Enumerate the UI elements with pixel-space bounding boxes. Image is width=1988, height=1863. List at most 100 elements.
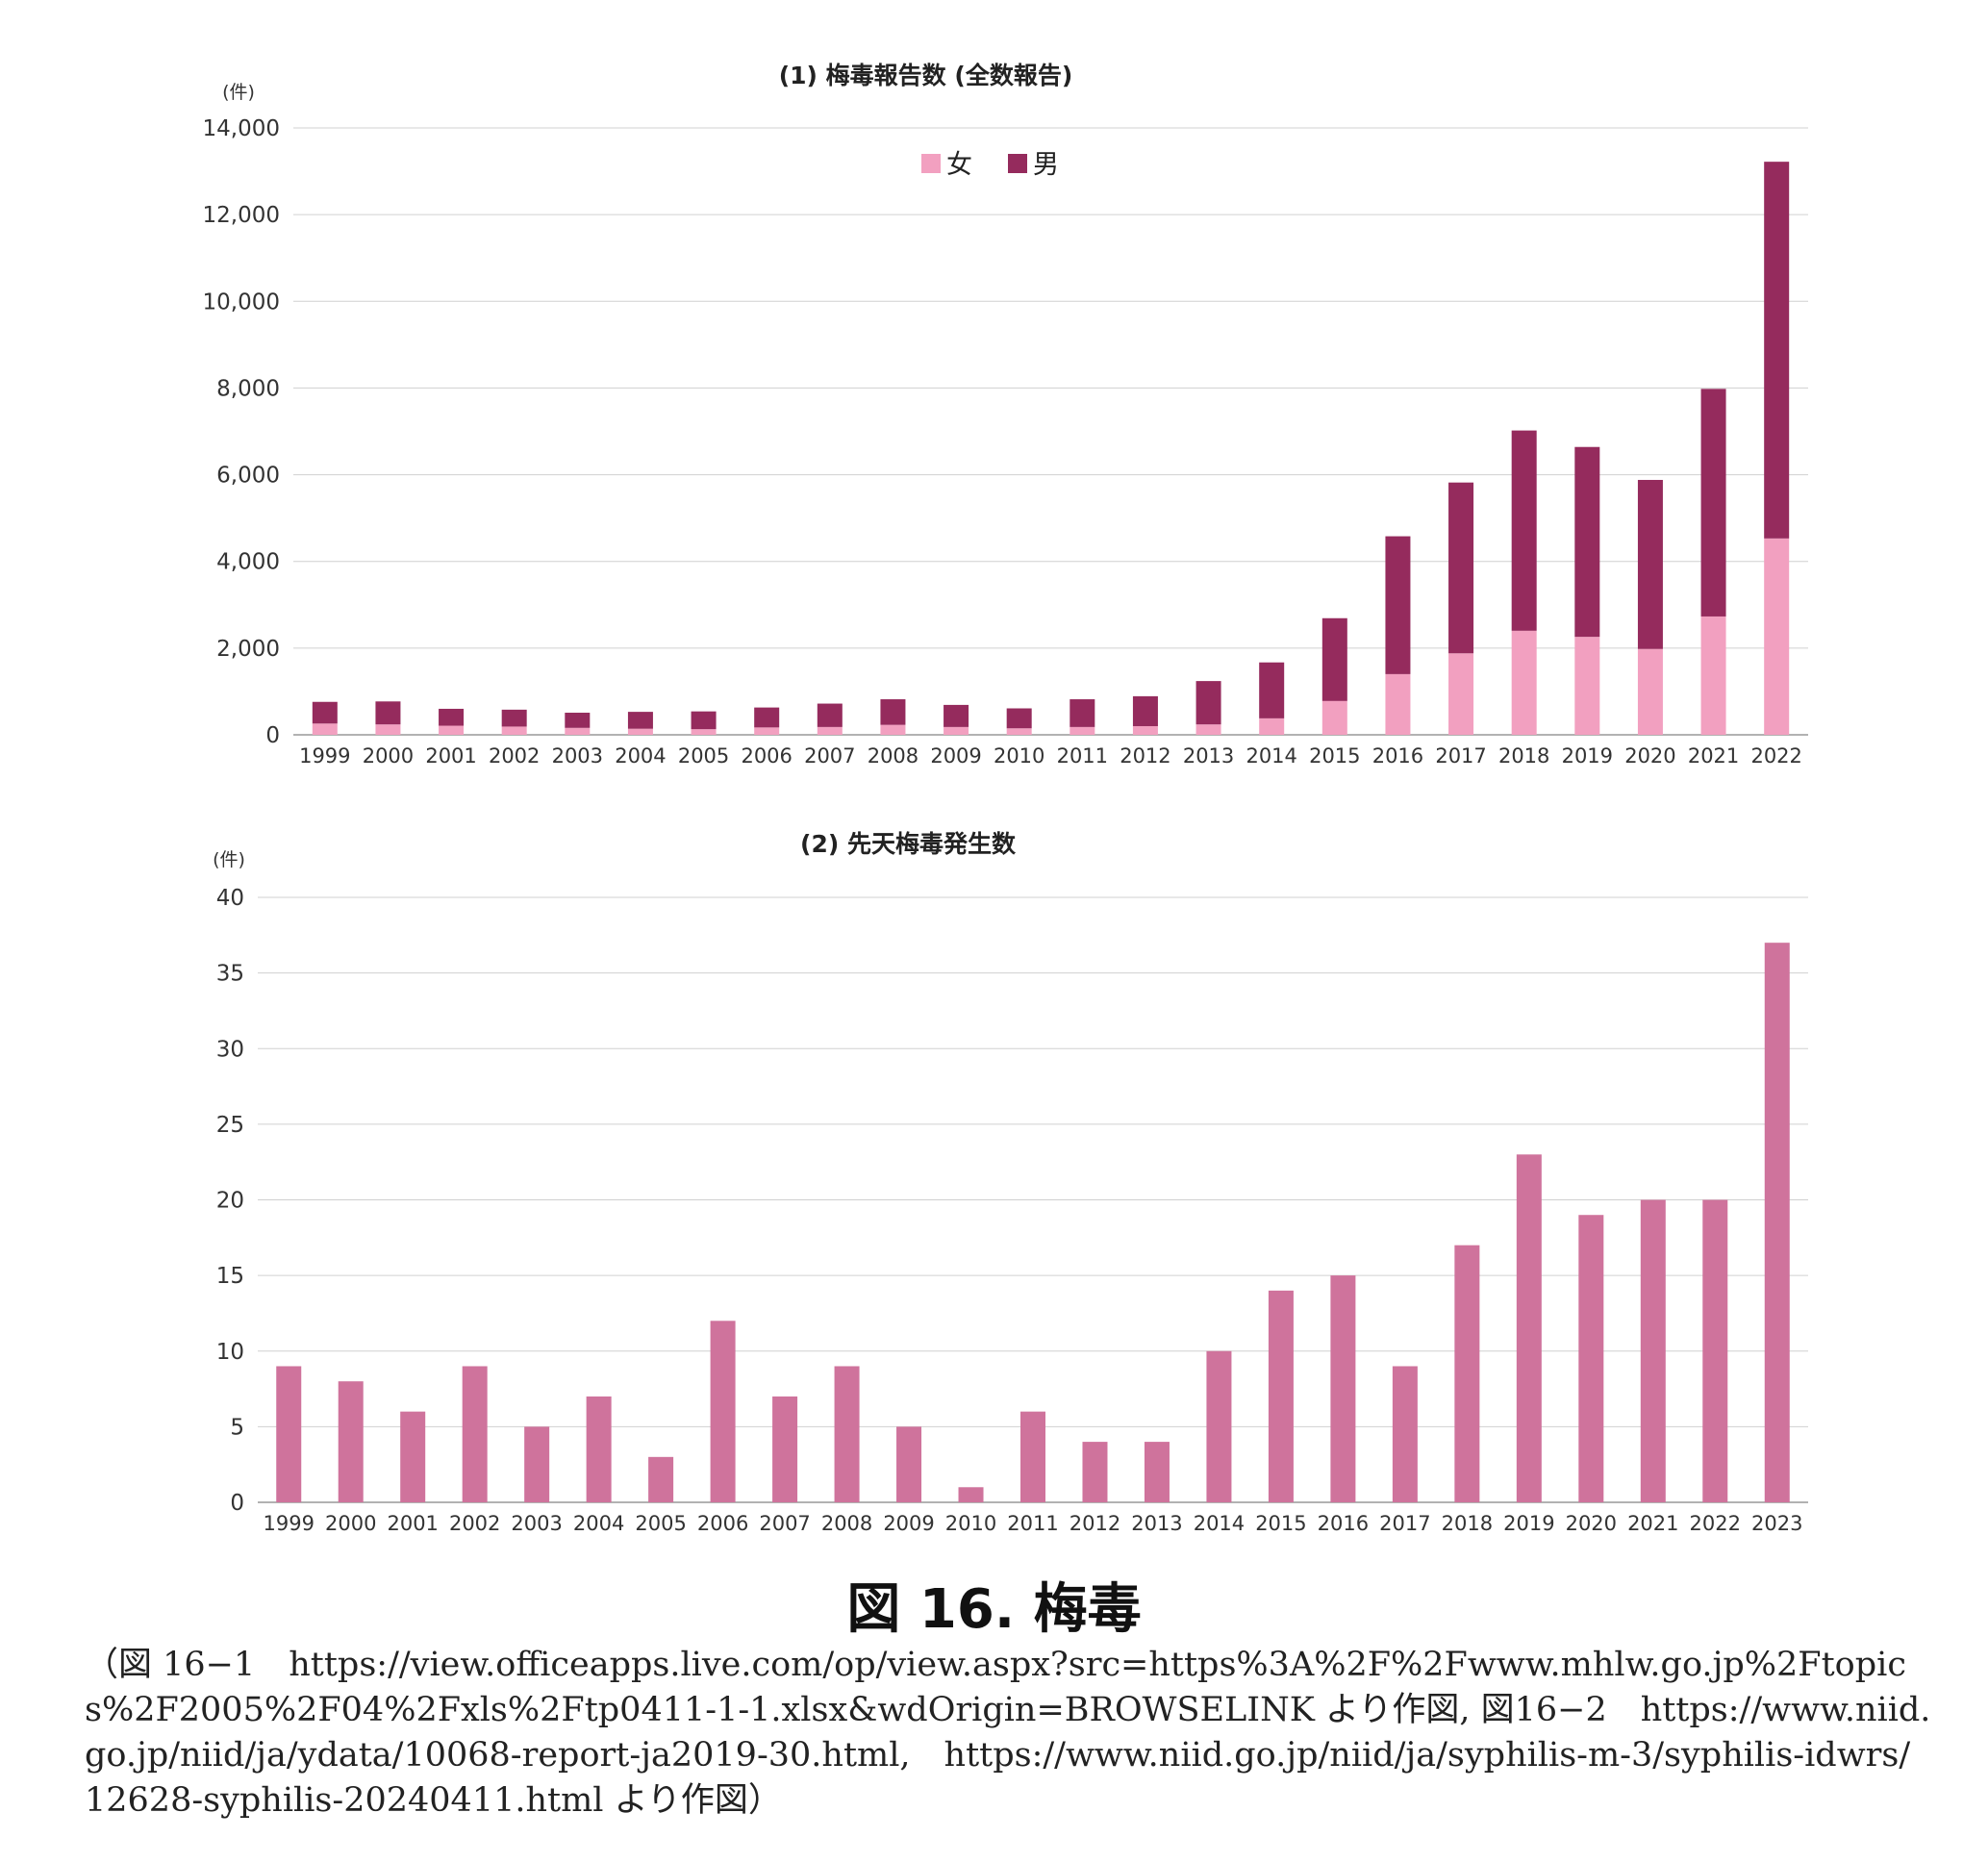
- x-tick-label: 2020: [1624, 744, 1675, 768]
- bar: [896, 1426, 922, 1502]
- x-tick-label: 2023: [1751, 1512, 1802, 1535]
- bar: [1144, 1442, 1170, 1502]
- bar-female: [1574, 637, 1600, 735]
- legend-label-female: 女: [946, 150, 972, 180]
- bar: [648, 1456, 674, 1502]
- bar-male: [565, 713, 591, 728]
- bar: [958, 1487, 984, 1502]
- bar: [276, 1366, 302, 1502]
- bar-female: [501, 726, 527, 735]
- x-tick-label: 2021: [1688, 744, 1739, 768]
- x-tick-label: 2016: [1372, 744, 1423, 768]
- bar-female: [1511, 630, 1537, 735]
- legend-swatch-male: [1008, 154, 1027, 173]
- bar-male: [1574, 446, 1600, 638]
- x-tick-label: 2012: [1120, 744, 1170, 768]
- bar: [462, 1366, 488, 1502]
- x-tick-label: 2002: [449, 1512, 500, 1535]
- bar-female: [1195, 724, 1221, 735]
- x-tick-label: 2006: [741, 744, 792, 768]
- bar-female: [627, 728, 653, 735]
- x-tick-label: 1999: [299, 744, 350, 768]
- y-tick-label: 20: [216, 1189, 244, 1214]
- bar: [1020, 1411, 1045, 1502]
- x-tick-label: 2015: [1309, 744, 1360, 768]
- bar-male: [1069, 699, 1095, 727]
- x-tick-label: 2014: [1194, 1512, 1245, 1535]
- x-tick-label: 2011: [1007, 1512, 1058, 1535]
- bar: [1392, 1366, 1418, 1502]
- x-tick-label: 2018: [1442, 1512, 1493, 1535]
- bar-male: [1006, 708, 1032, 729]
- y-tick-label: 0: [230, 1491, 244, 1516]
- chart-title: (2) 先天梅毒発生数: [800, 830, 1017, 858]
- y-tick-label: 12,000: [203, 203, 280, 228]
- bar-male: [754, 707, 780, 728]
- bar-male: [1448, 482, 1474, 654]
- bar-female: [1700, 616, 1726, 735]
- bar-male: [627, 712, 653, 729]
- y-axis-unit: (件): [213, 849, 245, 870]
- bar-male: [1700, 389, 1726, 617]
- y-tick-label: 15: [216, 1264, 244, 1289]
- x-tick-label: 2009: [883, 1512, 934, 1535]
- figure-source-note: （図 16−1 https://view.officeapps.live.com…: [85, 1646, 1931, 1820]
- y-tick-label: 40: [216, 886, 244, 911]
- x-tick-label: 2017: [1435, 744, 1486, 768]
- bar: [772, 1396, 798, 1502]
- bar-female: [1764, 538, 1790, 735]
- x-tick-label: 2018: [1498, 744, 1549, 768]
- x-tick-label: 2001: [425, 744, 476, 768]
- bar-female: [312, 723, 338, 735]
- bar-female: [944, 726, 969, 735]
- x-tick-label: 2004: [573, 1512, 624, 1535]
- x-tick-label: 2008: [821, 1512, 872, 1535]
- figure-caption: 図 16. 梅毒: [846, 1578, 1142, 1641]
- x-tick-label: 2010: [994, 744, 1044, 768]
- bar-male: [1259, 662, 1285, 718]
- bar: [1578, 1215, 1604, 1502]
- x-tick-label: 2003: [511, 1512, 562, 1535]
- bar-female: [817, 726, 843, 735]
- x-tick-label: 2017: [1379, 1512, 1430, 1535]
- bar-female: [691, 729, 717, 735]
- bar-female: [1321, 700, 1347, 735]
- bar: [1330, 1275, 1356, 1502]
- x-tick-label: 2014: [1246, 744, 1296, 768]
- bar: [1516, 1154, 1542, 1502]
- y-tick-label: 4,000: [216, 550, 280, 575]
- y-tick-label: 14,000: [203, 116, 280, 141]
- y-tick-label: 30: [216, 1037, 244, 1062]
- y-tick-label: 5: [230, 1415, 244, 1440]
- bar-male: [1511, 430, 1537, 631]
- bar-male: [439, 708, 465, 726]
- x-tick-label: 2002: [489, 744, 540, 768]
- x-tick-label: 2011: [1057, 744, 1108, 768]
- x-tick-label: 2005: [635, 1512, 686, 1535]
- x-tick-label: 2008: [868, 744, 919, 768]
- x-tick-label: 2013: [1131, 1512, 1182, 1535]
- bar-female: [1637, 648, 1663, 735]
- bar-female: [565, 727, 591, 735]
- bar-male: [880, 699, 906, 725]
- bar-female: [1259, 718, 1285, 735]
- figure-charts: (1) 梅毒報告数 (全数報告) (件) 0 2,000 4,000 6,000 8,000…: [203, 62, 1808, 1535]
- bar-male: [1321, 617, 1347, 701]
- y-tick-label: 10,000: [203, 290, 280, 315]
- bar: [586, 1396, 612, 1502]
- x-tick-label: 2019: [1562, 744, 1613, 768]
- x-tick-label: 2012: [1069, 1512, 1120, 1535]
- y-tick-label: 25: [216, 1113, 244, 1138]
- bar-female: [375, 724, 401, 735]
- bar: [1640, 1199, 1666, 1502]
- x-tick-label: 2000: [363, 744, 414, 768]
- bar: [1082, 1442, 1108, 1502]
- x-tick-label: 2005: [678, 744, 729, 768]
- x-tick-label: 2009: [930, 744, 981, 768]
- y-tick-label: 2,000: [216, 637, 280, 662]
- y-tick-label: 6,000: [216, 464, 280, 489]
- bar: [400, 1411, 426, 1502]
- x-tick-label: 2007: [804, 744, 855, 768]
- bar-female: [880, 724, 906, 735]
- bar: [1764, 943, 1790, 1502]
